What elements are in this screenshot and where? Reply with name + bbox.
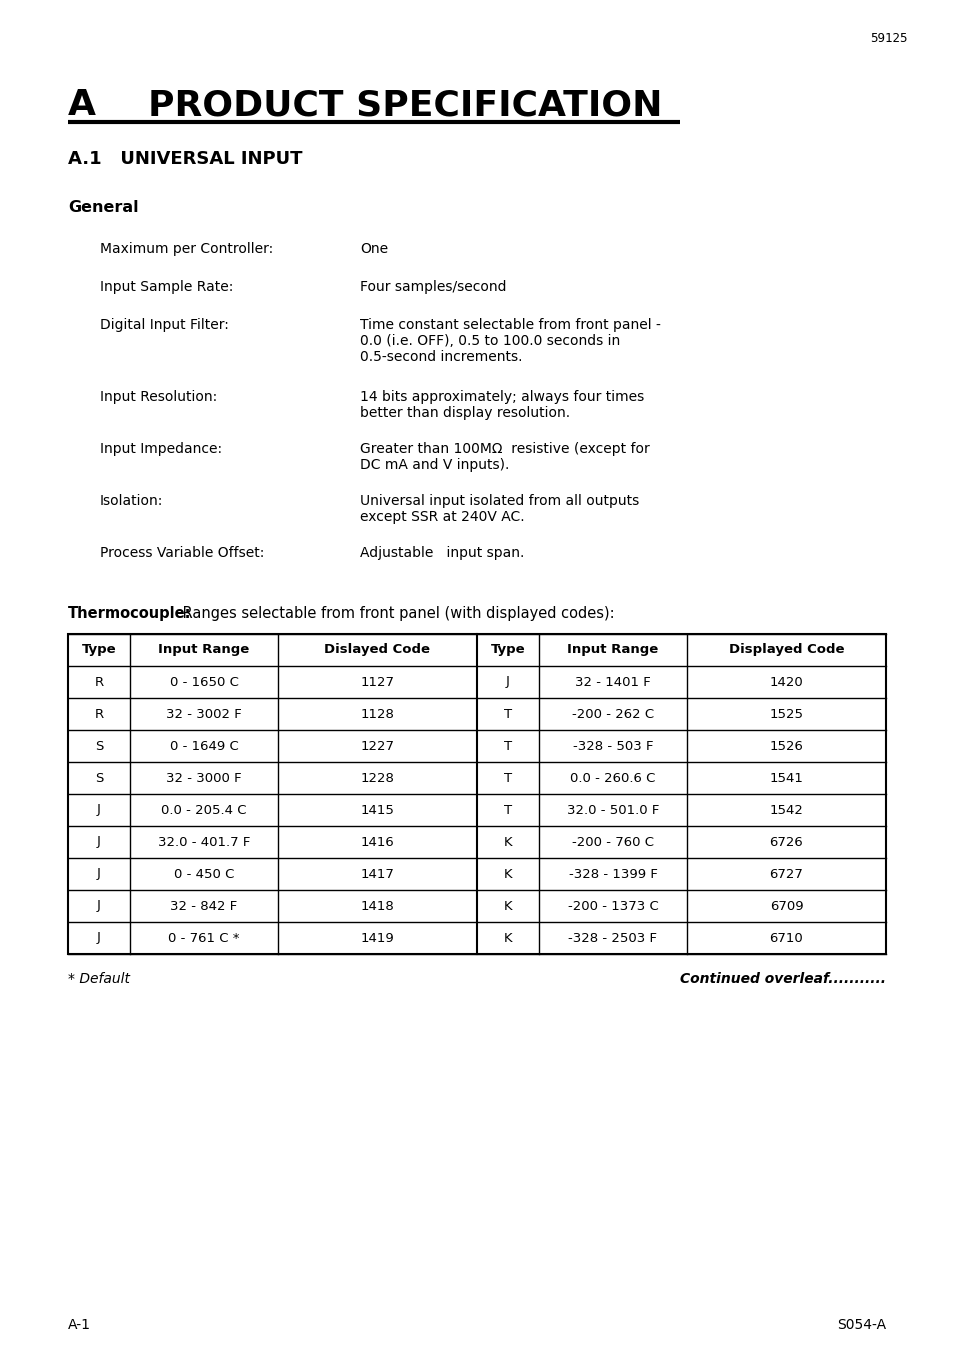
Text: 6726: 6726 [769, 835, 802, 848]
Text: K: K [503, 835, 512, 848]
Text: 0 - 1650 C: 0 - 1650 C [170, 676, 238, 689]
Text: 6710: 6710 [769, 931, 802, 944]
Text: 1420: 1420 [769, 676, 802, 689]
Text: Ranges selectable from front panel (with displayed codes):: Ranges selectable from front panel (with… [178, 607, 614, 621]
Text: Input Sample Rate:: Input Sample Rate: [100, 280, 233, 295]
Text: 32 - 3000 F: 32 - 3000 F [166, 771, 241, 785]
Text: 1417: 1417 [360, 867, 394, 881]
Text: Continued overleaf...........: Continued overleaf........... [679, 971, 885, 986]
Text: 1542: 1542 [769, 804, 802, 816]
Text: Input Range: Input Range [567, 643, 658, 657]
Text: T: T [503, 771, 512, 785]
Text: -200 - 760 C: -200 - 760 C [572, 835, 654, 848]
Text: 1419: 1419 [360, 931, 394, 944]
Text: Universal input isolated from all outputs: Universal input isolated from all output… [359, 494, 639, 508]
Text: A.1   UNIVERSAL INPUT: A.1 UNIVERSAL INPUT [68, 150, 302, 168]
Text: 1416: 1416 [360, 835, 394, 848]
Text: General: General [68, 200, 138, 215]
Text: 1228: 1228 [360, 771, 394, 785]
Text: J: J [97, 931, 101, 944]
Text: 32 - 1401 F: 32 - 1401 F [575, 676, 650, 689]
Text: Thermocouple:: Thermocouple: [68, 607, 192, 621]
Text: 0.0 (i.e. OFF), 0.5 to 100.0 seconds in: 0.0 (i.e. OFF), 0.5 to 100.0 seconds in [359, 334, 619, 349]
Text: S: S [94, 739, 103, 753]
Text: 0.0 - 260.6 C: 0.0 - 260.6 C [570, 771, 655, 785]
Text: T: T [503, 804, 512, 816]
Text: S054-A: S054-A [836, 1319, 885, 1332]
Text: J: J [97, 804, 101, 816]
Text: 0.0 - 205.4 C: 0.0 - 205.4 C [161, 804, 247, 816]
Bar [68, 634, 885, 954]
Text: Digital Input Filter:: Digital Input Filter: [100, 317, 229, 332]
Text: 6709: 6709 [769, 900, 802, 912]
Text: Input Resolution:: Input Resolution: [100, 390, 217, 404]
Text: DC mA and V inputs).: DC mA and V inputs). [359, 458, 509, 471]
Text: T: T [503, 739, 512, 753]
Text: 1227: 1227 [360, 739, 395, 753]
Text: Input Impedance:: Input Impedance: [100, 442, 222, 457]
Text: 1127: 1127 [360, 676, 395, 689]
Text: K: K [503, 900, 512, 912]
Text: 6727: 6727 [769, 867, 802, 881]
Text: J: J [97, 867, 101, 881]
Text: Type: Type [82, 643, 116, 657]
Text: -328 - 503 F: -328 - 503 F [572, 739, 653, 753]
Text: A: A [68, 88, 96, 122]
Text: Adjustable   input span.: Adjustable input span. [359, 546, 524, 561]
Text: Maximum per Controller:: Maximum per Controller: [100, 242, 273, 255]
Text: Time constant selectable from front panel -: Time constant selectable from front pane… [359, 317, 660, 332]
Text: 0 - 1649 C: 0 - 1649 C [170, 739, 238, 753]
Text: except SSR at 240V AC.: except SSR at 240V AC. [359, 509, 524, 524]
Text: 32 - 842 F: 32 - 842 F [171, 900, 237, 912]
Text: Type: Type [490, 643, 525, 657]
Text: 32.0 - 501.0 F: 32.0 - 501.0 F [566, 804, 659, 816]
Text: A-1: A-1 [68, 1319, 91, 1332]
Text: 0.5-second increments.: 0.5-second increments. [359, 350, 522, 363]
Text: J: J [505, 676, 510, 689]
Text: Process Variable Offset:: Process Variable Offset: [100, 546, 264, 561]
Text: Greater than 100MΩ  resistive (except for: Greater than 100MΩ resistive (except for [359, 442, 649, 457]
Text: R: R [94, 708, 104, 720]
Text: S: S [94, 771, 103, 785]
Text: Four samples/second: Four samples/second [359, 280, 506, 295]
Text: 1418: 1418 [360, 900, 394, 912]
Text: Dislayed Code: Dislayed Code [324, 643, 430, 657]
Text: 1526: 1526 [769, 739, 802, 753]
Text: 1415: 1415 [360, 804, 394, 816]
Text: -200 - 1373 C: -200 - 1373 C [567, 900, 658, 912]
Text: 32.0 - 401.7 F: 32.0 - 401.7 F [157, 835, 250, 848]
Text: 0 - 761 C *: 0 - 761 C * [168, 931, 239, 944]
Text: -328 - 1399 F: -328 - 1399 F [568, 867, 657, 881]
Text: J: J [97, 900, 101, 912]
Text: PRODUCT SPECIFICATION: PRODUCT SPECIFICATION [148, 88, 661, 122]
Text: 59125: 59125 [869, 32, 906, 45]
Text: * Default: * Default [68, 971, 130, 986]
Text: K: K [503, 867, 512, 881]
Text: 1525: 1525 [769, 708, 802, 720]
Text: 14 bits approximately; always four times: 14 bits approximately; always four times [359, 390, 643, 404]
Text: One: One [359, 242, 388, 255]
Text: -200 - 262 C: -200 - 262 C [572, 708, 654, 720]
Text: better than display resolution.: better than display resolution. [359, 407, 570, 420]
Text: K: K [503, 931, 512, 944]
Text: 1128: 1128 [360, 708, 394, 720]
Text: J: J [97, 835, 101, 848]
Text: T: T [503, 708, 512, 720]
Text: -328 - 2503 F: -328 - 2503 F [568, 931, 657, 944]
Text: Input Range: Input Range [158, 643, 250, 657]
Text: Isolation:: Isolation: [100, 494, 163, 508]
Text: 32 - 3002 F: 32 - 3002 F [166, 708, 242, 720]
Text: Displayed Code: Displayed Code [728, 643, 843, 657]
Text: 0 - 450 C: 0 - 450 C [173, 867, 233, 881]
Text: R: R [94, 676, 104, 689]
Text: 1541: 1541 [769, 771, 802, 785]
